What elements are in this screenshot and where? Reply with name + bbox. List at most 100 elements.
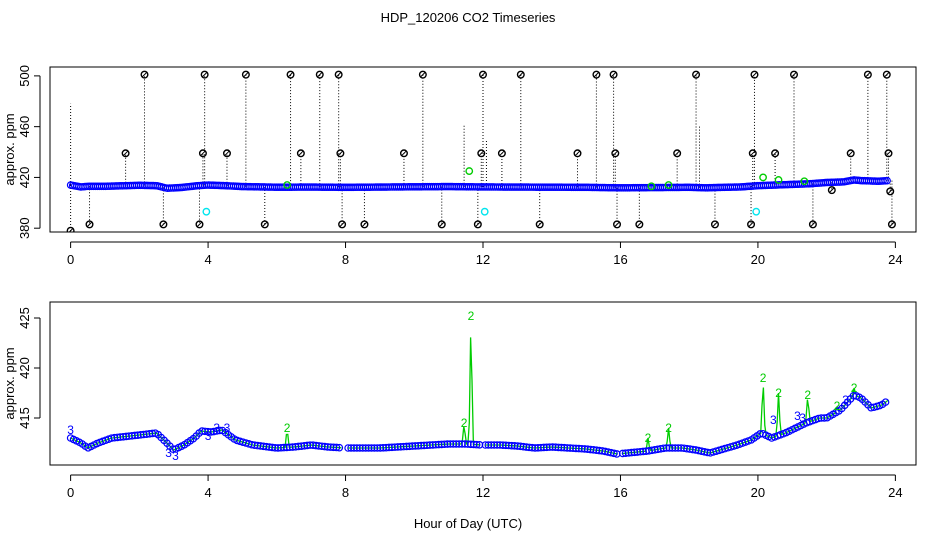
data-point <box>881 398 890 406</box>
y-axis: 380 420 460 500 <box>17 65 41 239</box>
series-2-label: 2 <box>851 381 858 395</box>
data-point <box>472 440 481 449</box>
flagged-point-slash <box>499 150 505 156</box>
flagged-point <box>241 70 250 79</box>
x-tick-label: 4 <box>204 485 211 500</box>
flagged-point <box>573 149 582 158</box>
flagged-point-slash <box>614 222 620 227</box>
x-tick-label: 16 <box>613 485 627 500</box>
flagged-point-slash <box>612 150 618 156</box>
flagged-point <box>85 220 94 229</box>
green-points <box>283 167 809 191</box>
flagged-point <box>479 70 488 79</box>
y-axis-title: approx. ppm <box>2 347 17 419</box>
flagged-point <box>159 220 168 229</box>
flagged-points <box>66 70 896 232</box>
flagged-point <box>747 220 756 229</box>
x-tick-label: 16 <box>613 252 627 267</box>
flagged-point <box>399 149 408 158</box>
x-axis-title: Hour of Day (UTC) <box>414 516 522 531</box>
flagged-point <box>886 187 895 196</box>
series-2-label: 2 <box>804 388 811 402</box>
chart-title: HDP_120206 CO2 Timeseries <box>381 10 556 25</box>
flagged-point <box>195 220 204 229</box>
flagged-point <box>748 149 757 158</box>
y-axis: 415 420 425 <box>17 307 41 429</box>
series-2-label: 2 <box>760 371 767 385</box>
flagged-point <box>611 149 620 158</box>
flagged-point <box>66 226 75 232</box>
x-tick-label: 20 <box>751 252 765 267</box>
flagged-point-slash <box>748 222 754 227</box>
flagged-point-slash <box>224 150 230 156</box>
cyan-point <box>752 207 761 216</box>
flagged-point <box>635 220 644 229</box>
cyan-point <box>202 207 211 216</box>
x-tick-label: 0 <box>67 252 74 267</box>
series-3-label: 3 <box>67 423 74 437</box>
series-3-label: 3 <box>799 411 806 425</box>
top-panel: 0 4 8 12 16 20 24 380 420 460 500 approx. ppm <box>2 65 917 267</box>
green-point <box>800 177 809 186</box>
series-2-label: 2 <box>468 309 475 323</box>
flagged-point <box>473 220 482 229</box>
y-tick-label: 425 <box>17 307 32 329</box>
flagged-point <box>827 186 836 195</box>
series-2-label: 2 <box>775 386 782 400</box>
flagged-point <box>477 149 486 158</box>
flagged-point-slash <box>336 72 342 77</box>
flagged-point <box>296 149 305 158</box>
flagged-point-slash <box>865 72 871 77</box>
y-tick-label: 380 <box>17 217 32 239</box>
series-3-label: 3 <box>213 421 220 435</box>
timeseries-points <box>66 176 891 192</box>
flagged-point <box>846 149 855 158</box>
flagged-point-slash <box>848 150 854 156</box>
flagged-point-slash <box>829 187 835 193</box>
y-tick-label: 420 <box>17 357 32 379</box>
flagged-point-slash <box>142 72 147 77</box>
flagged-point-slash <box>439 222 445 227</box>
flagged-point-slash <box>889 222 895 227</box>
flagged-point <box>673 149 682 158</box>
x-tick-label: 24 <box>888 252 902 267</box>
flag-lines <box>70 74 893 231</box>
flagged-point-slash <box>123 150 128 156</box>
flagged-point <box>692 70 701 79</box>
flagged-point <box>609 70 618 79</box>
flagged-point <box>286 70 295 79</box>
flagged-point-slash <box>791 72 797 77</box>
flagged-point <box>140 70 149 79</box>
flagged-point <box>334 70 343 79</box>
x-tick-label: 8 <box>342 485 349 500</box>
x-tick-label: 20 <box>751 485 765 500</box>
plot-frame <box>49 66 917 233</box>
x-tick-label: 0 <box>67 485 74 500</box>
flagged-point-slash <box>537 222 543 227</box>
series-3-label: 3 <box>842 393 849 407</box>
plot-frame <box>49 301 917 466</box>
series-2-line <box>70 337 889 455</box>
flagged-point <box>315 70 324 79</box>
flagged-point-slash <box>420 72 426 77</box>
series-2-label: 2 <box>645 431 652 445</box>
flagged-point-slash <box>243 72 249 77</box>
flagged-point <box>884 149 893 158</box>
flagged-point-slash <box>887 189 893 194</box>
flagged-point-slash <box>810 222 816 227</box>
flagged-point-slash <box>298 150 304 156</box>
series-3-points <box>66 391 890 458</box>
flagged-point <box>592 70 601 79</box>
flagged-point-slash <box>772 150 778 156</box>
flagged-point <box>222 149 231 158</box>
flagged-point <box>418 70 427 79</box>
flagged-point <box>887 220 896 229</box>
flagged-point <box>200 70 209 79</box>
data-point <box>332 443 341 452</box>
x-tick-label: 4 <box>204 252 211 267</box>
flagged-point <box>121 149 130 158</box>
data-point <box>883 176 891 185</box>
